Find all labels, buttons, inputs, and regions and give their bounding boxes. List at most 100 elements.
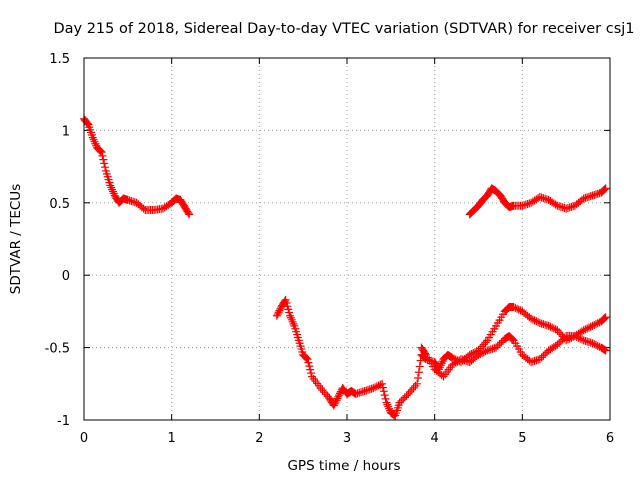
data-point <box>380 391 389 400</box>
data-point <box>507 334 516 343</box>
data-point <box>384 402 393 411</box>
data-point <box>577 195 586 204</box>
data-point <box>95 146 104 155</box>
data-point <box>513 304 522 313</box>
data-point <box>334 392 343 401</box>
x-tick-label: 2 <box>255 431 263 446</box>
data-point <box>601 313 610 322</box>
x-tick-label: 3 <box>343 431 351 446</box>
data-point <box>476 349 485 358</box>
series-segment-4 <box>417 332 610 381</box>
data-point <box>539 351 548 360</box>
data-point <box>599 314 608 323</box>
data-point <box>301 353 310 362</box>
data-point <box>599 186 608 195</box>
data-point <box>289 319 298 328</box>
data-point <box>481 347 490 356</box>
data-point <box>108 187 117 196</box>
data-point <box>560 333 569 342</box>
data-point <box>286 313 295 322</box>
data-point <box>577 327 586 336</box>
data-point <box>591 320 600 329</box>
data-point <box>320 388 329 397</box>
data-point <box>321 390 330 399</box>
data-point <box>590 340 599 349</box>
data-point <box>492 343 501 352</box>
data-point <box>465 350 474 359</box>
data-point <box>108 185 117 194</box>
data-point <box>601 184 610 193</box>
data-point <box>511 303 520 312</box>
data-point <box>591 340 600 349</box>
data-point <box>553 326 562 335</box>
data-point <box>437 359 446 368</box>
x-tick-labels: 0 1 2 3 4 5 6 <box>80 431 614 446</box>
data-point <box>581 325 590 334</box>
data-point <box>556 330 565 339</box>
data-point <box>333 394 342 403</box>
data-point <box>89 135 98 144</box>
data-point <box>495 340 504 349</box>
data-point <box>436 361 445 370</box>
data-point <box>600 314 609 323</box>
data-point <box>586 322 595 331</box>
x-tick-label: 0 <box>80 431 88 446</box>
plot-frame <box>83 57 611 421</box>
data-point <box>101 163 110 172</box>
data-point <box>329 401 338 410</box>
data-point <box>302 354 311 363</box>
data-point <box>381 394 390 403</box>
data-point <box>184 208 193 217</box>
data-point <box>304 358 313 367</box>
data-point <box>600 185 609 194</box>
data-point <box>509 303 518 312</box>
data-point <box>448 353 457 362</box>
data-point <box>535 355 544 364</box>
y-tick-label: -1 <box>57 414 70 429</box>
chart-title: Day 215 of 2018, Sidereal Day-to-day VTE… <box>53 21 634 37</box>
data-point <box>588 339 597 348</box>
data-point <box>421 349 430 358</box>
grid-lines <box>84 58 610 420</box>
data-point <box>331 398 340 407</box>
data-point <box>97 148 106 157</box>
data-point <box>88 133 97 142</box>
data-point <box>415 362 424 371</box>
data-point <box>316 384 325 393</box>
data-point <box>379 387 388 396</box>
data-point <box>371 383 380 392</box>
data-point <box>374 381 383 390</box>
data-point <box>385 404 394 413</box>
x-tick-label: 4 <box>431 431 439 446</box>
data-point <box>555 338 564 347</box>
data-point <box>551 200 560 209</box>
data-point <box>335 391 344 400</box>
data-point <box>497 338 506 347</box>
data-point <box>479 340 488 349</box>
data-point <box>402 391 411 400</box>
data-point <box>579 326 588 335</box>
data-point <box>306 365 315 374</box>
data-point <box>139 204 148 213</box>
y-tick-label: 0 <box>62 269 70 284</box>
data-point <box>546 322 555 331</box>
data-point <box>369 384 378 393</box>
data-point <box>593 319 602 328</box>
data-point <box>583 324 592 333</box>
data-point <box>493 341 502 350</box>
data-point <box>409 383 418 392</box>
data-point <box>588 321 597 330</box>
data-point <box>541 349 550 358</box>
data-point <box>555 328 564 337</box>
data-point <box>98 151 107 160</box>
data-point <box>601 346 610 355</box>
data-point <box>303 355 312 364</box>
data-point <box>544 321 553 330</box>
series-segment-3 <box>417 303 610 374</box>
data-point <box>407 385 416 394</box>
data-point <box>530 316 539 325</box>
data-point <box>414 368 423 377</box>
data-point <box>474 350 483 359</box>
data-point <box>332 396 341 405</box>
